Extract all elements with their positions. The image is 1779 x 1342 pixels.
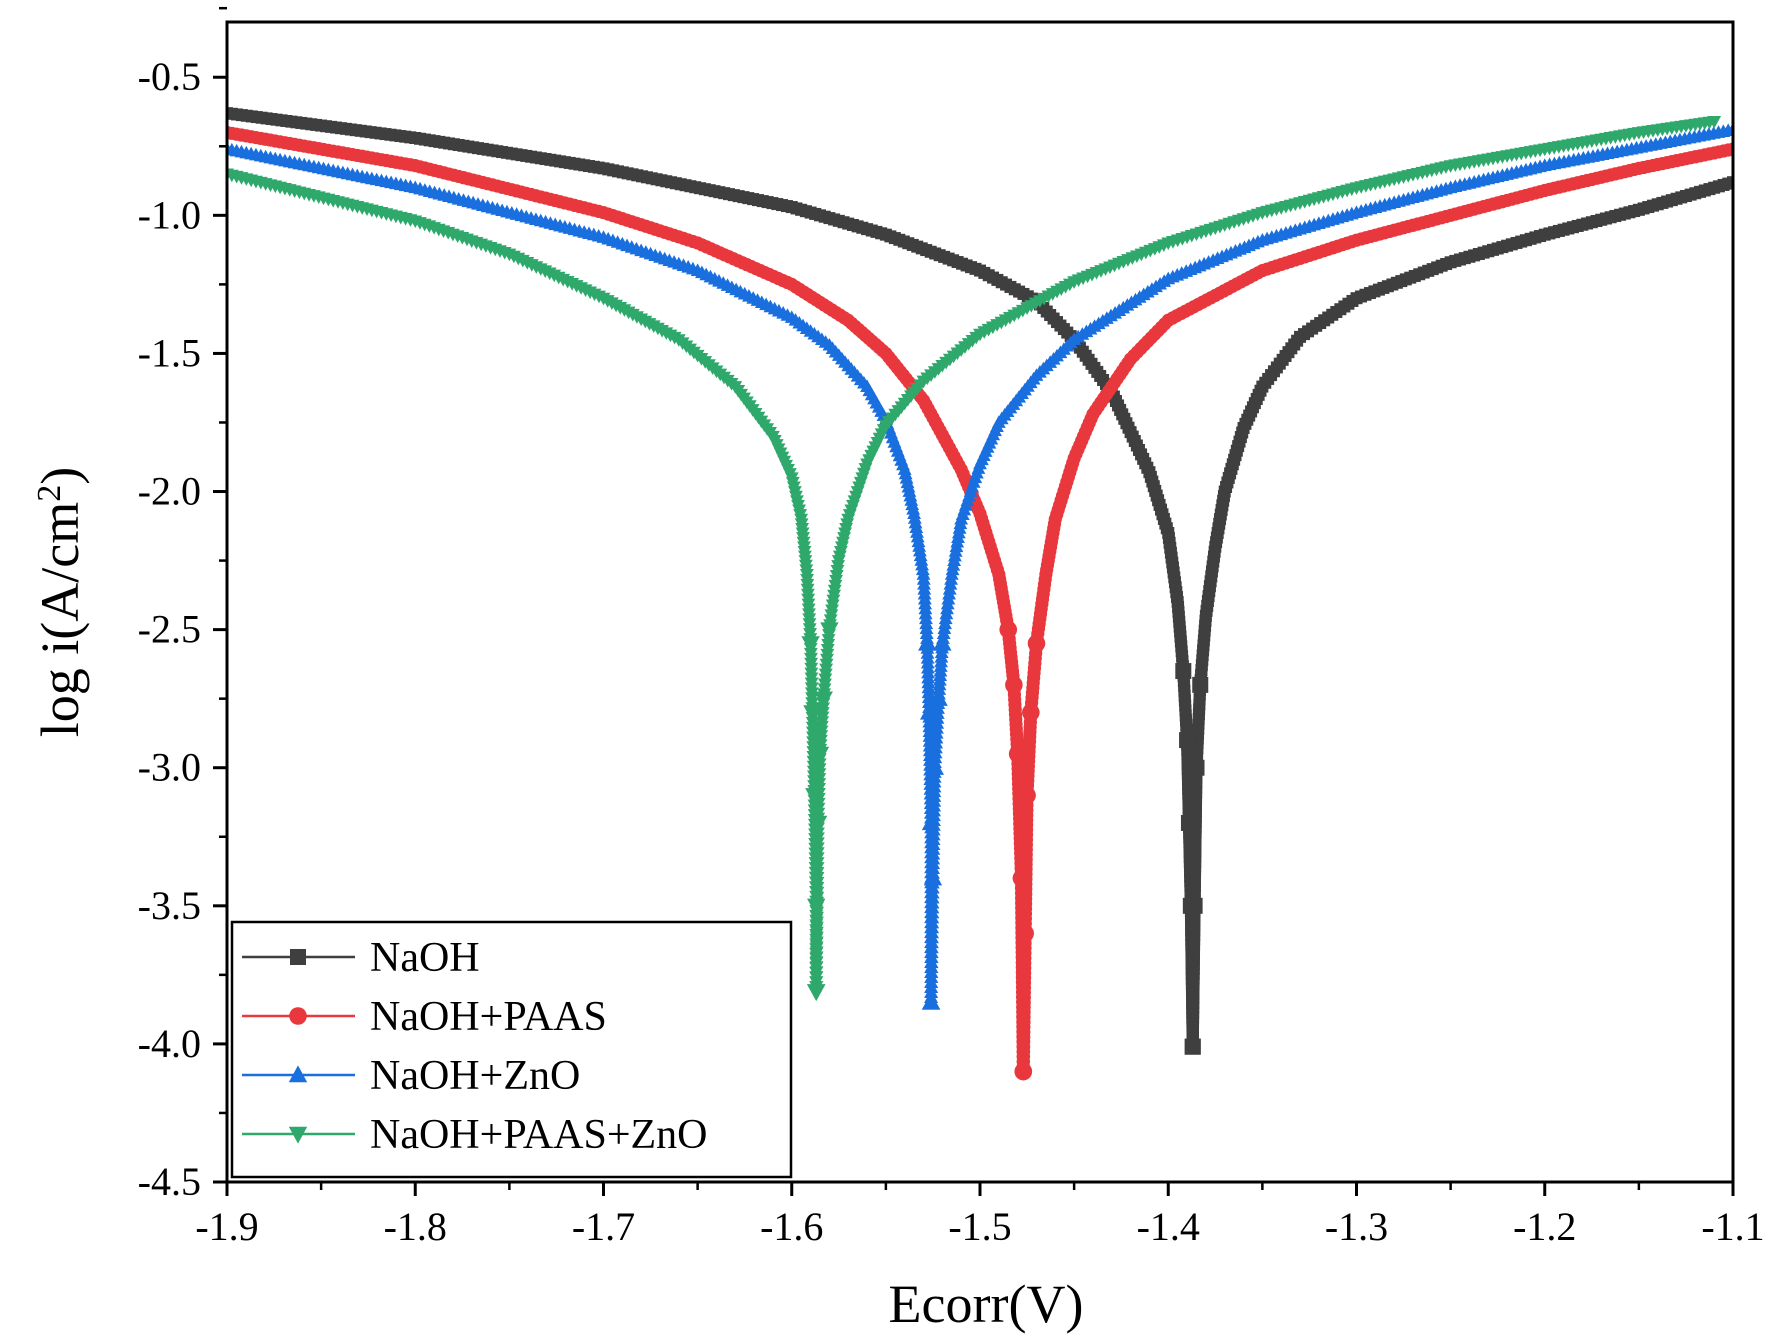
legend-label: NaOH+ZnO [370, 1053, 580, 1099]
y-tick-label: -2.5 [138, 607, 201, 652]
tip-marker [933, 633, 952, 651]
legend-swatch-marker [289, 1007, 307, 1025]
x-axis: -1.9 -1.8 -1.7 -1.6 -1.5 -1.4 -1.3 -1.2 -1.1 [195, 1182, 1765, 1249]
legend-entry: NaOH+PAAS [242, 994, 607, 1040]
series-4 [227, 116, 1722, 1002]
legend-entry: NaOH+ZnO [242, 1053, 580, 1099]
tip-marker [805, 788, 824, 805]
tip-marker [1175, 663, 1192, 680]
y-tick-label: -1.0 [138, 192, 201, 237]
y-tick-label: -3.5 [138, 883, 201, 928]
min-point-marker [1014, 1062, 1033, 1081]
x-tick-label: -1.5 [948, 1204, 1011, 1249]
x-tick-label: -1.2 [1513, 1204, 1576, 1249]
series-line [227, 131, 1733, 1072]
y-axis-title-close: ) [30, 467, 90, 485]
tip-marker [921, 813, 941, 831]
tip-marker [1018, 786, 1036, 805]
tip-marker [1186, 897, 1203, 914]
legend-label: NaOH+PAAS+ZnO [370, 1112, 708, 1158]
legend-label: NaOH+PAAS [370, 994, 607, 1040]
x-tick-label: -1.9 [195, 1204, 258, 1249]
tip-marker [1012, 869, 1031, 887]
min-point-marker [1184, 1038, 1201, 1055]
tip-marker [999, 620, 1018, 639]
tip-marker [820, 622, 839, 640]
min-point-marker [921, 992, 941, 1010]
x-axis-title: Ecorr(V) [889, 1274, 1084, 1334]
y-tick-label: -2.0 [138, 469, 201, 514]
series-1 [227, 107, 1733, 1055]
tip-marker [1192, 676, 1209, 693]
data-point [1726, 122, 1733, 136]
y-axis-title: log i(A/cm2) [30, 467, 90, 737]
x-tick-label: -1.3 [1325, 1204, 1388, 1249]
legend-label: NaOH [370, 935, 480, 981]
x-tick-label: -1.1 [1701, 1204, 1764, 1249]
tip-marker [801, 636, 820, 654]
x-tick-label: -1.4 [1137, 1204, 1200, 1249]
y-axis-title-sup: 2 [31, 485, 68, 502]
tip-marker [1005, 676, 1023, 694]
tip-marker [929, 689, 948, 706]
tip-marker [810, 746, 830, 764]
tip-marker [1022, 703, 1040, 722]
min-point-marker [807, 984, 826, 1002]
legend-swatch-marker [288, 1065, 308, 1083]
x-tick-label: -1.8 [384, 1204, 447, 1249]
legend-swatch-marker [288, 1126, 308, 1144]
y-tick-label: -4.5 [138, 1159, 201, 1204]
tip-marker [918, 633, 937, 651]
series-layer [227, 107, 1733, 1081]
tip-marker [807, 898, 826, 916]
tip-marker [923, 868, 943, 886]
y-tick-label: -0.5 [138, 54, 201, 99]
y-axis: -0.5 -1.0 -1.5 -2.0 -2.5 -3.0 -3.5 -4.0 -4.5 [138, 6, 227, 1204]
y-tick-label: -1.5 [138, 330, 201, 375]
legend-entry: NaOH+PAAS+ZnO [242, 1112, 708, 1158]
tip-marker [925, 758, 945, 775]
tip-marker [1180, 814, 1197, 831]
y-tick-label: -3.0 [138, 745, 201, 790]
tip-marker [1188, 759, 1205, 776]
x-tick-label: -1.7 [572, 1204, 635, 1249]
y-axis-title-main: log i(A/cm [30, 502, 90, 737]
legend-swatch-marker [290, 949, 306, 965]
tip-marker [1008, 745, 1027, 763]
tip-marker [814, 691, 833, 709]
legend-entry: NaOH [242, 935, 480, 981]
tip-marker [808, 815, 828, 833]
y-tick-label: -4.0 [138, 1021, 201, 1066]
tip-marker [803, 705, 822, 723]
tip-marker [1016, 924, 1034, 943]
tip-marker [1179, 732, 1196, 749]
x-tick-label: -1.6 [760, 1204, 823, 1249]
legend: NaOH NaOH+PAAS NaOH+ZnO NaOH+PAAS+ZnO [230, 920, 793, 1179]
tip-marker [919, 702, 939, 720]
tip-marker [1027, 634, 1046, 653]
